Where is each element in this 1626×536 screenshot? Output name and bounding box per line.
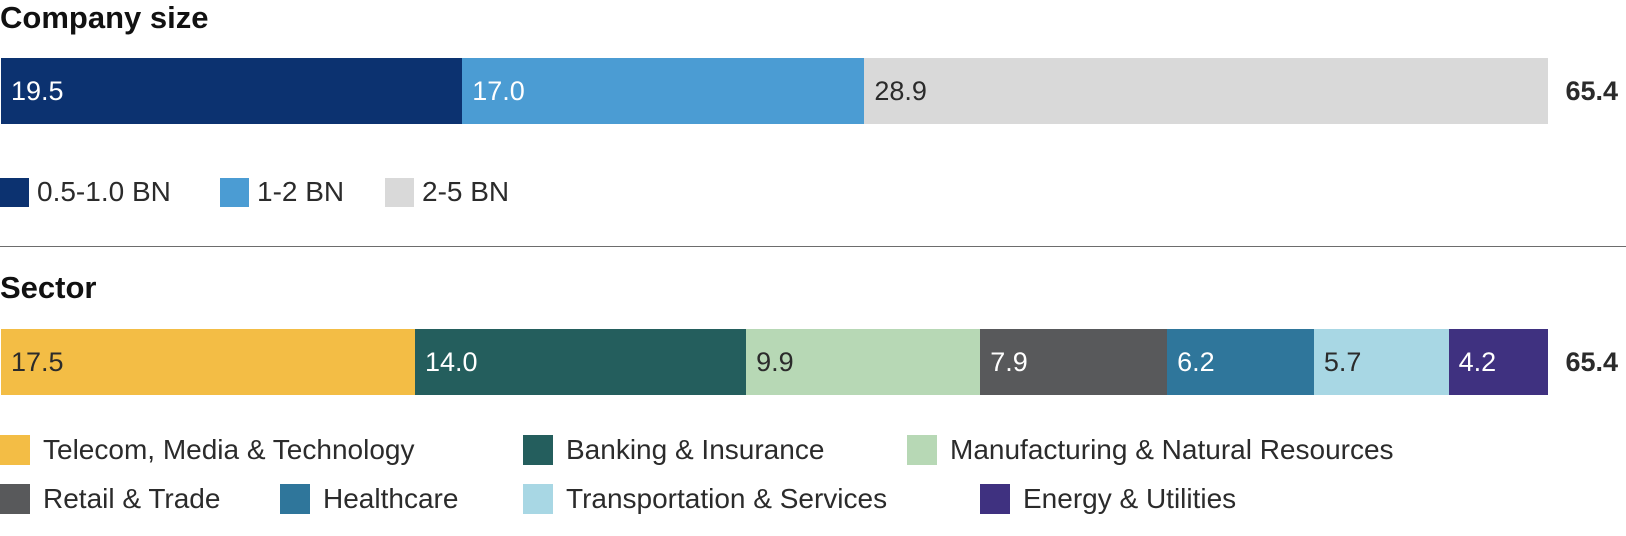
sector-segment-healthcare: 6.2: [1167, 329, 1314, 395]
sector-segment-transportation-services: 5.7: [1313, 329, 1449, 395]
sector-segment-manufacturing-natural-resources: 9.9: [746, 329, 981, 395]
sector-legend-swatch: [0, 484, 30, 514]
sector-legend-label: Manufacturing & Natural Resources: [950, 434, 1394, 465]
sector-legend-swatch: [980, 484, 1010, 514]
company-size-data-label: 19.5: [11, 75, 64, 106]
sector-bar: 17.5 14.0 9.9 7.9 6.2 5.7 4.2: [1, 329, 1548, 395]
company-size-legend-swatch: [220, 177, 249, 207]
sector-legend-swatch: [280, 484, 310, 514]
sector-legend-item: Healthcare: [280, 483, 458, 515]
sector-legend-item: Manufacturing & Natural Resources: [907, 434, 1394, 466]
sector-title: Sector: [0, 270, 97, 305]
sector-legend-item: Banking & Insurance: [523, 434, 824, 466]
company-size-title: Company size: [0, 0, 209, 35]
sector-segment-telecom-media-technology: 17.5: [1, 329, 415, 395]
company-size-legend-swatch: [385, 177, 414, 207]
sector-legend-item: Telecom, Media & Technology: [0, 434, 414, 466]
sector-legend-label: Banking & Insurance: [566, 434, 825, 465]
company-size-data-label: 28.9: [874, 75, 927, 106]
company-size-data-label: 17.0: [472, 75, 525, 106]
sector-segment-retail-trade: 7.9: [980, 329, 1168, 395]
sector-data-label: 6.2: [1177, 346, 1215, 377]
sector-legend-label: Healthcare: [323, 483, 459, 514]
company-size-legend-label: 0.5-1.0 BN: [37, 176, 171, 207]
company-size-segment-1-2-bn: 17.0: [462, 58, 865, 124]
sector-legend-item: Transportation & Services: [523, 483, 887, 515]
sector-legend-item: Retail & Trade: [0, 483, 220, 515]
sector-total: 65.4: [1565, 347, 1618, 377]
sector-segment-banking-insurance: 14.0: [414, 329, 747, 395]
sector-legend-label: Transportation & Services: [566, 483, 888, 514]
sector-legend-label: Energy & Utilities: [1023, 483, 1237, 514]
company-size-total: 65.4: [1565, 76, 1618, 106]
sector-data-label: 4.2: [1458, 346, 1497, 377]
company-size-segment-2-5-bn: 28.9: [864, 58, 1548, 124]
sector-legend-item: Energy & Utilities: [980, 483, 1236, 515]
company-size-legend-label: 2-5 BN: [422, 176, 510, 207]
sector-legend-swatch: [523, 435, 553, 465]
sector-data-label: 7.9: [990, 346, 1028, 377]
sector-legend-swatch: [907, 435, 937, 465]
company-size-legend-item: 1-2 BN: [220, 176, 344, 208]
company-size-legend-swatch: [0, 177, 29, 207]
section-divider: [0, 246, 1626, 247]
sector-segment-energy-utilities: 4.2: [1448, 329, 1548, 395]
sector-data-label: 17.5: [11, 346, 64, 377]
sector-legend-label: Retail & Trade: [43, 483, 221, 514]
sector-data-label: 14.0: [424, 346, 478, 377]
company-size-segment-0-5-1-0-bn: 19.5: [1, 58, 463, 124]
sector-legend-swatch: [523, 484, 553, 514]
sector-data-label: 9.9: [756, 346, 794, 377]
company-size-bar: 19.5 17.0 28.9: [1, 58, 1548, 124]
sector-legend-label: Telecom, Media & Technology: [43, 434, 415, 465]
company-size-legend-label: 1-2 BN: [257, 176, 345, 207]
company-size-legend-item: 0.5-1.0 BN: [0, 176, 171, 208]
sector-data-label: 5.7: [1323, 346, 1362, 377]
company-size-legend-item: 2-5 BN: [385, 176, 509, 208]
sector-legend-swatch: [0, 435, 30, 465]
